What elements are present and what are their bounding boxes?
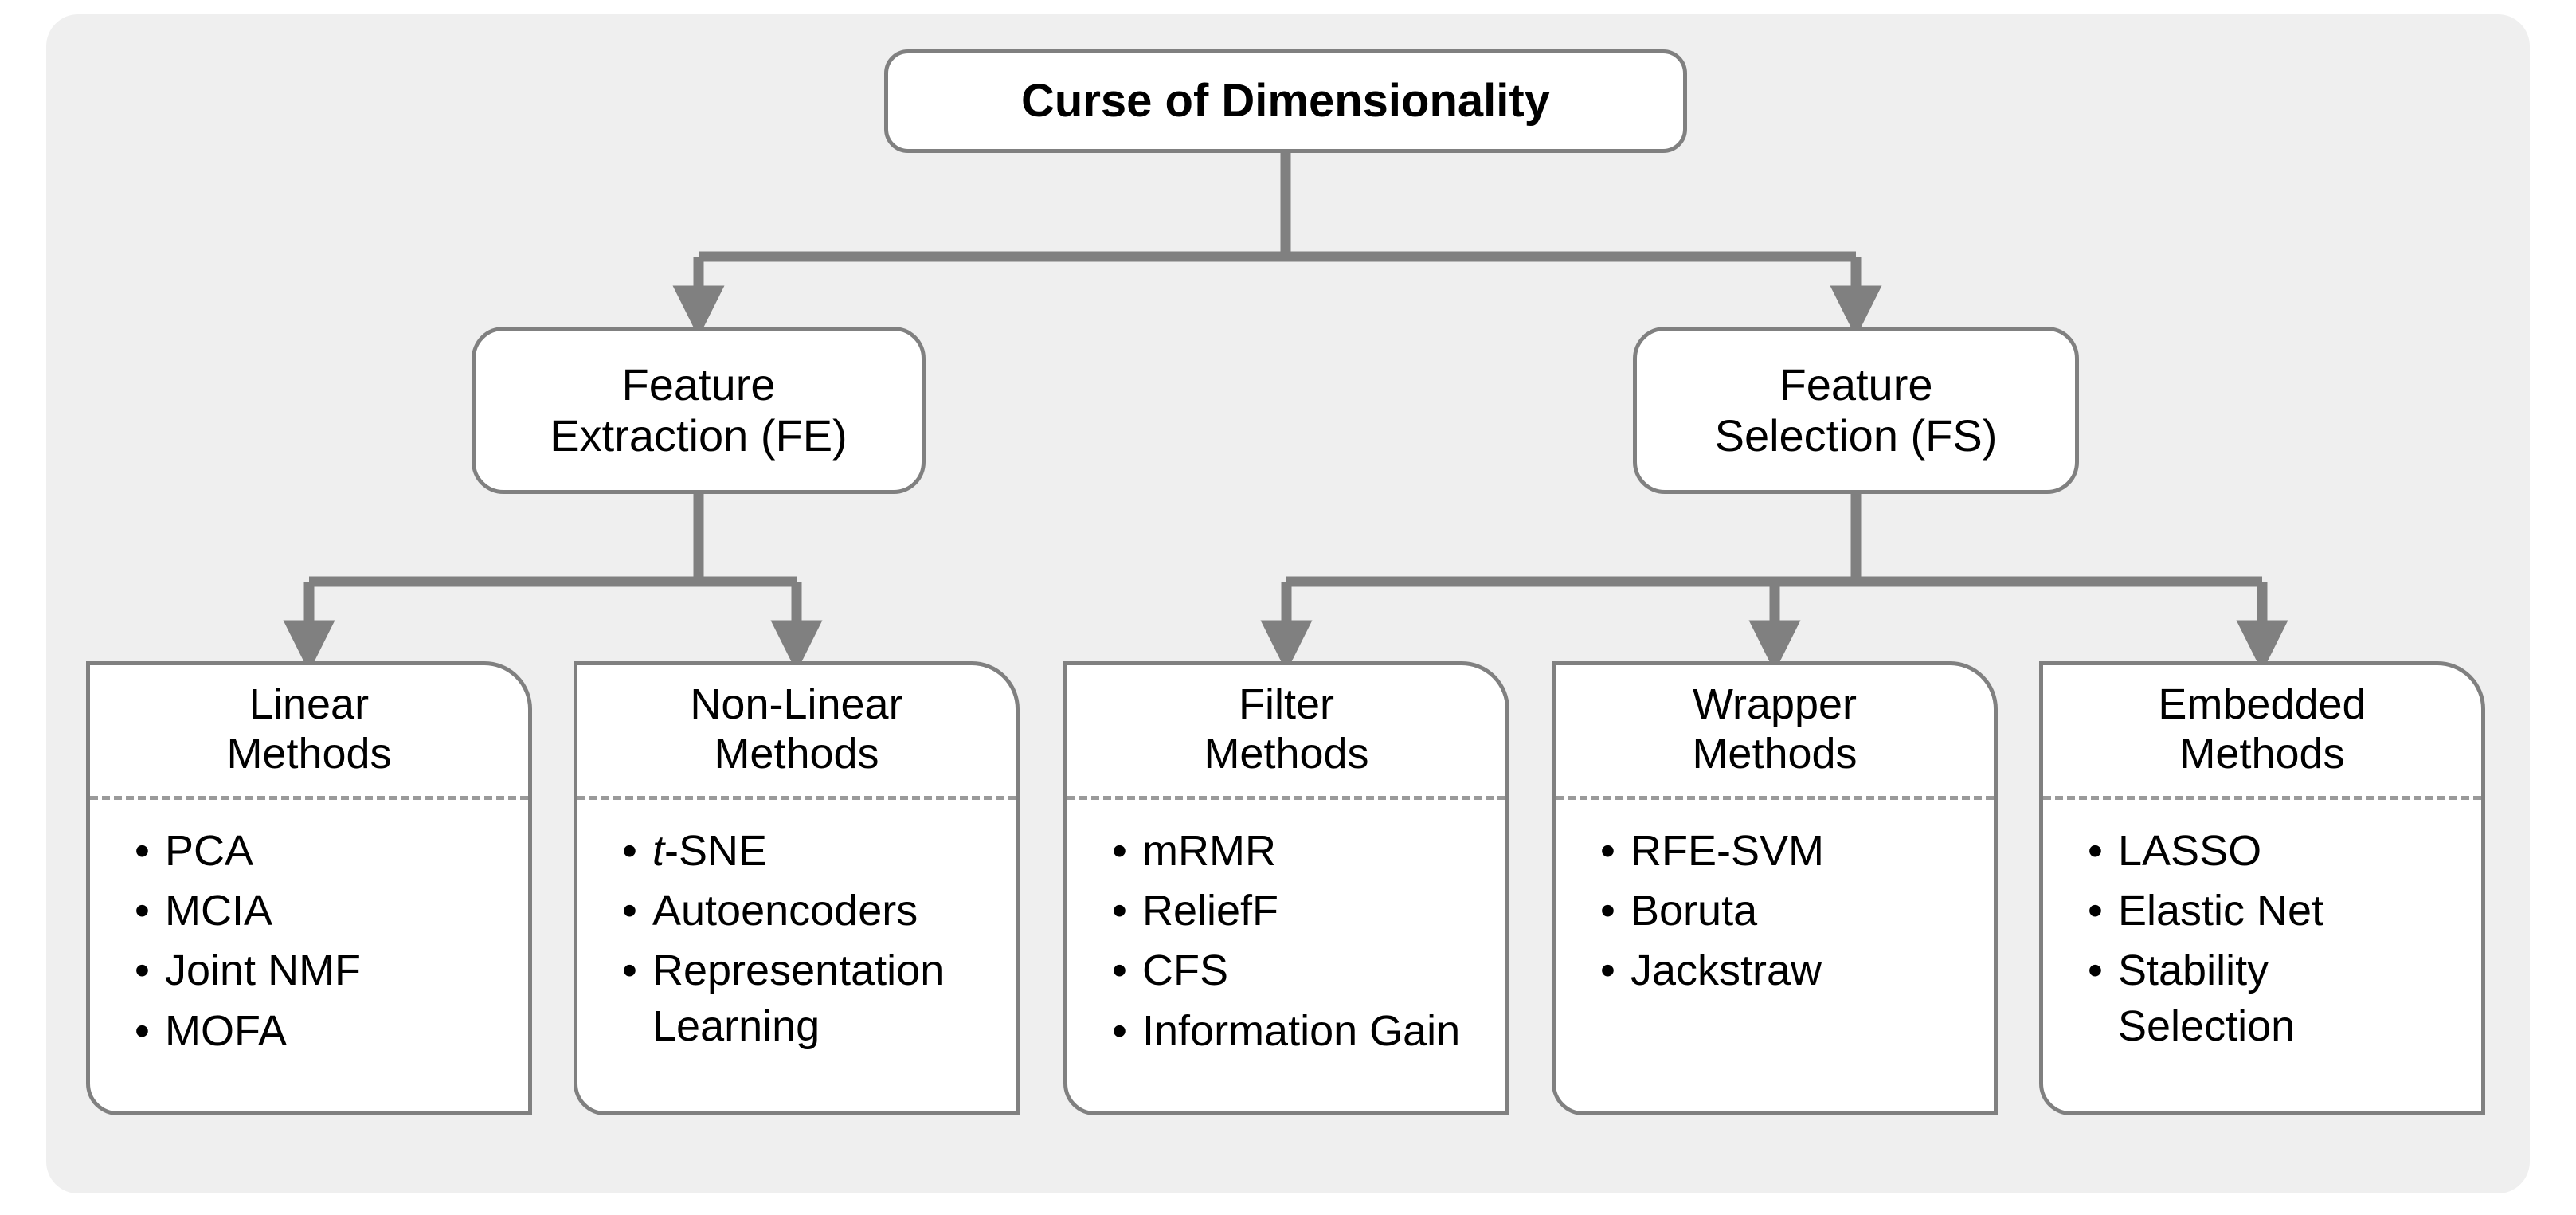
leaf-item: Jackstraw (1595, 943, 1970, 998)
leaf-item: Representation Learning (617, 943, 992, 1053)
leaf-item: Elastic Net (2083, 884, 2457, 939)
node-feature-selection: Feature Selection (FS) (1633, 327, 2079, 494)
leaf-nonlinear-methods: Non-Linear Methods t-SNEAutoencodersRepr… (574, 661, 1020, 1115)
leaf-item: LASSO (2083, 824, 2457, 879)
leaf-title: Wrapper Methods (1556, 665, 1994, 800)
diagram-canvas: Curse of Dimensionality Feature Extracti… (0, 0, 2576, 1215)
leaf-list: RFE-SVMBorutaJackstraw (1556, 800, 1994, 1019)
leaf-item: Autoencoders (617, 884, 992, 939)
leaf-item: CFS (1107, 943, 1482, 998)
node-line: Extraction (FE) (550, 410, 847, 461)
leaf-filter-methods: Filter Methods mRMRReliefFCFS Information… (1063, 661, 1509, 1115)
leaf-title: Linear Methods (90, 665, 528, 800)
leaf-wrapper-methods: Wrapper Methods RFE-SVMBorutaJackstraw (1552, 661, 1998, 1115)
leaf-list: LASSOElastic NetStability Selection (2043, 800, 2481, 1074)
leaf-item: Joint NMF (130, 943, 504, 998)
root-node: Curse of Dimensionality (884, 49, 1687, 153)
node-line: Feature (1779, 359, 1933, 410)
leaf-item: t-SNE (617, 824, 992, 879)
node-feature-extraction: Feature Extraction (FE) (472, 327, 926, 494)
leaf-item: Stability Selection (2083, 943, 2457, 1053)
leaf-item: RFE-SVM (1595, 824, 1970, 879)
node-line: Selection (FS) (1715, 410, 1998, 461)
node-line: Feature (622, 359, 776, 410)
leaf-item: ReliefF (1107, 884, 1482, 939)
root-label: Curse of Dimensionality (1021, 75, 1550, 128)
leaf-item: MOFA (130, 1004, 504, 1059)
leaf-item: mRMR (1107, 824, 1482, 879)
leaf-title: Non-Linear Methods (577, 665, 1016, 800)
leaf-embedded-methods: Embedded Methods LASSOElastic NetStabili… (2039, 661, 2485, 1115)
leaf-linear-methods: Linear Methods PCAMCIAJoint NMF MOFA (86, 661, 532, 1115)
leaf-item: Information Gain (1107, 1004, 1482, 1059)
leaf-list: t-SNEAutoencodersRepresentation Learning (577, 800, 1016, 1074)
leaf-title: Embedded Methods (2043, 665, 2481, 800)
leaf-list: PCAMCIAJoint NMF MOFA (90, 800, 528, 1079)
leaf-item: PCA (130, 824, 504, 879)
leaf-list: mRMRReliefFCFS Information Gain (1067, 800, 1505, 1079)
leaf-title: Filter Methods (1067, 665, 1505, 800)
leaf-item: Boruta (1595, 884, 1970, 939)
leaf-item: MCIA (130, 884, 504, 939)
